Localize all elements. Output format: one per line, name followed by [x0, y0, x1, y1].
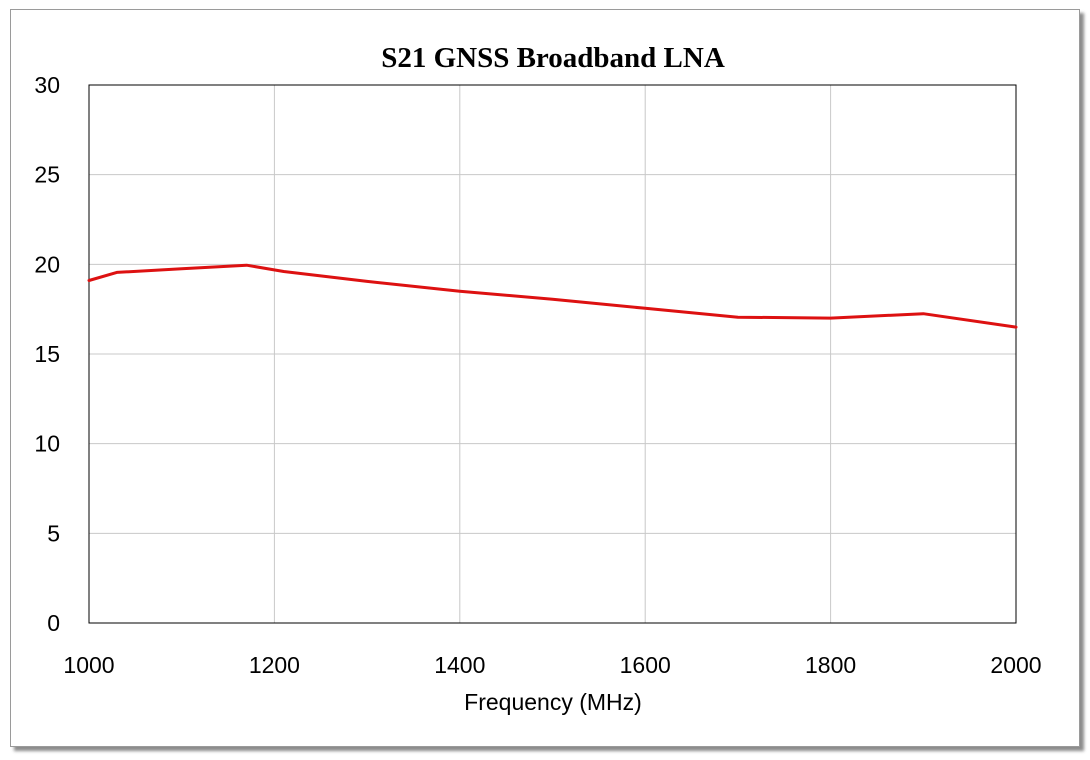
- x-axis-ticks: 1000 1200 1400 1600 1800 2000: [63, 652, 1041, 678]
- x-tick-label: 2000: [990, 652, 1041, 678]
- y-tick-label: 0: [47, 610, 60, 636]
- chart-frame: [10, 9, 1080, 747]
- series-group: [87, 263, 1018, 329]
- x-tick-label: 1400: [434, 652, 485, 678]
- grid: [89, 85, 1016, 623]
- y-tick-label: 25: [34, 162, 60, 188]
- y-axis-ticks: 0 5 10 15 20 25 30: [34, 72, 60, 636]
- series-line: [87, 263, 1018, 329]
- plot-area: [88, 84, 1017, 624]
- y-tick-label: 20: [34, 251, 60, 277]
- y-tick-label: 10: [34, 431, 60, 457]
- x-axis-label: Frequency (MHz): [464, 689, 642, 715]
- y-tick-label: 30: [34, 72, 60, 98]
- x-tick-label: 1600: [620, 652, 671, 678]
- x-tick-label: 1800: [805, 652, 856, 678]
- x-tick-label: 1200: [249, 652, 300, 678]
- x-tick-label: 1000: [63, 652, 114, 678]
- chart-title: S21 GNSS Broadband LNA: [381, 42, 725, 74]
- y-tick-label: 15: [34, 341, 60, 367]
- y-tick-label: 5: [47, 520, 60, 546]
